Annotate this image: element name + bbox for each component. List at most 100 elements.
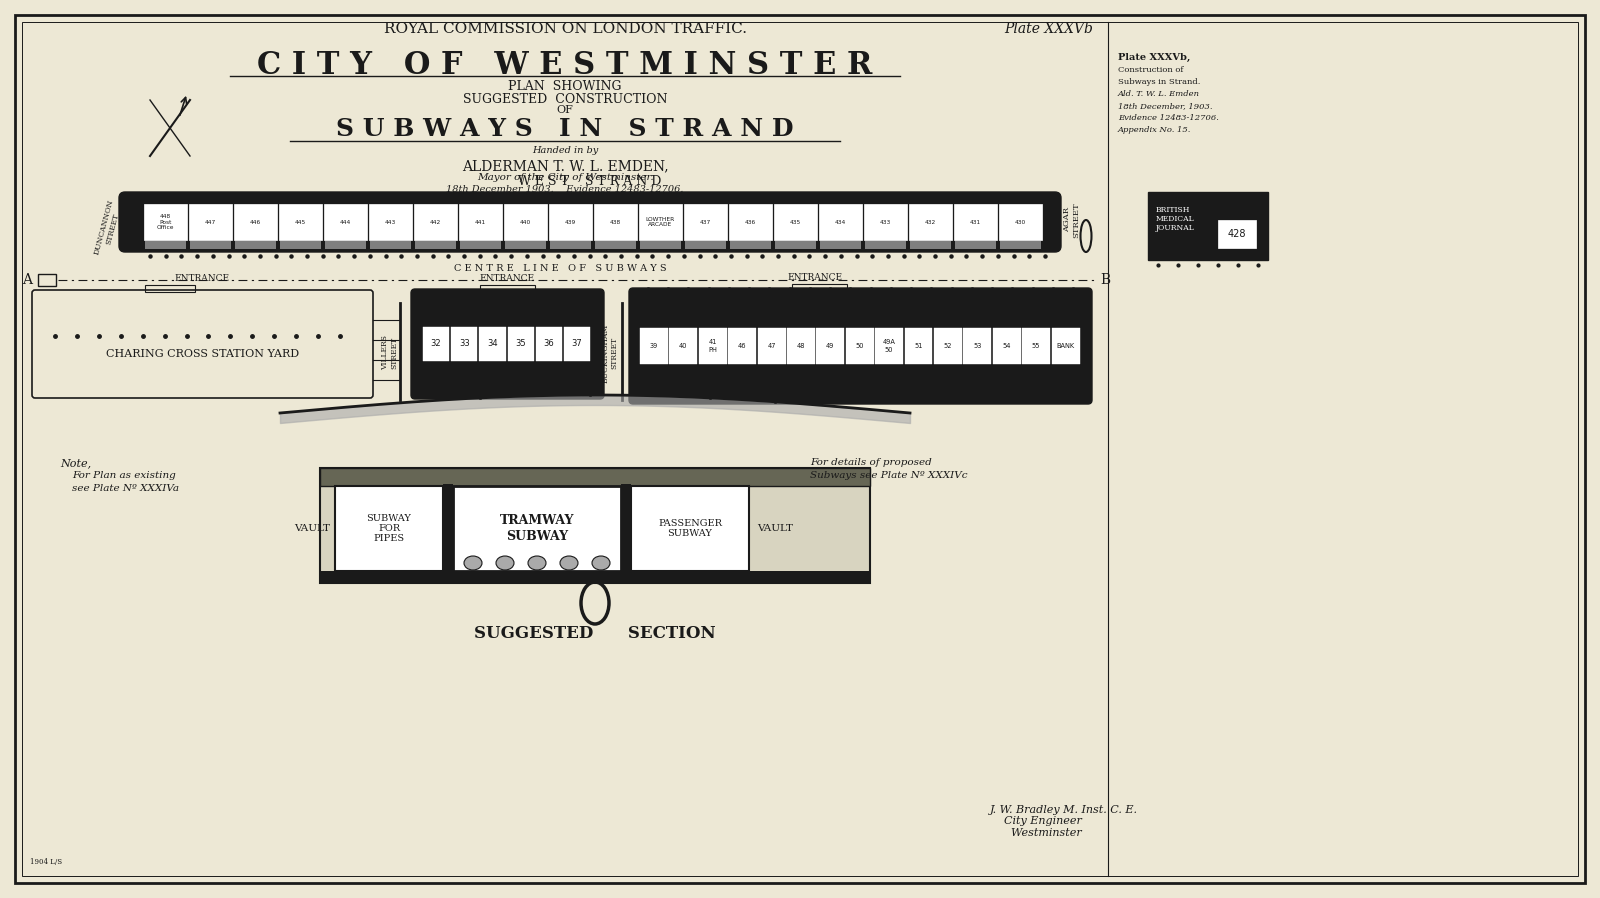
Bar	[480, 285, 534, 292]
Text: TRAMWAY
SUBWAY: TRAMWAY SUBWAY	[499, 515, 574, 542]
Text: 435: 435	[790, 219, 802, 224]
Bar	[320, 571, 870, 583]
Text: 443: 443	[386, 219, 397, 224]
FancyBboxPatch shape	[411, 289, 605, 399]
Text: 430: 430	[1014, 219, 1026, 224]
Bar	[730, 241, 771, 249]
Text: Handed in by: Handed in by	[531, 146, 598, 155]
Text: Plate XXXVb,: Plate XXXVb,	[1118, 53, 1190, 62]
FancyBboxPatch shape	[846, 328, 874, 364]
Bar	[792, 284, 848, 291]
Text: SUGGESTED  CONSTRUCTION: SUGGESTED CONSTRUCTION	[462, 93, 667, 106]
Text: 35: 35	[515, 339, 526, 348]
Text: 18th December 1903.    Evidence 12483-12706.: 18th December 1903. Evidence 12483-12706…	[446, 185, 683, 194]
FancyBboxPatch shape	[144, 204, 187, 240]
Text: Subways in Strand.: Subways in Strand.	[1118, 78, 1200, 86]
Text: ROYAL COMMISSION ON LONDON TRAFFIC.: ROYAL COMMISSION ON LONDON TRAFFIC.	[384, 22, 747, 36]
Bar	[325, 241, 366, 249]
Text: LOWTHER
ARCADE: LOWTHER ARCADE	[646, 216, 675, 227]
Text: 436: 436	[746, 219, 757, 224]
FancyBboxPatch shape	[536, 327, 562, 361]
FancyBboxPatch shape	[278, 204, 322, 240]
Text: Construction of: Construction of	[1118, 66, 1184, 74]
Text: PLAN  SHOWING: PLAN SHOWING	[509, 80, 622, 93]
Text: 18th December, 1903.: 18th December, 1903.	[1118, 102, 1213, 110]
Text: 441: 441	[475, 219, 486, 224]
FancyBboxPatch shape	[992, 328, 1021, 364]
Bar	[235, 241, 277, 249]
Text: 46: 46	[738, 343, 747, 349]
Text: VILLERS
STREET: VILLERS STREET	[381, 336, 398, 371]
FancyBboxPatch shape	[909, 204, 952, 240]
FancyBboxPatch shape	[414, 204, 458, 240]
Text: 49: 49	[826, 343, 835, 349]
Text: 444: 444	[339, 219, 350, 224]
Text: Subways see Plate Nº XXXIVc: Subways see Plate Nº XXXIVc	[810, 471, 968, 480]
Bar	[866, 241, 906, 249]
Text: DUNCANNON
STREET: DUNCANNON STREET	[93, 198, 123, 258]
Text: BRITISH
MEDICAL
JOURNAL: BRITISH MEDICAL JOURNAL	[1155, 206, 1195, 233]
Text: CHARING CROSS STATION YARD: CHARING CROSS STATION YARD	[106, 349, 299, 359]
Bar	[443, 484, 453, 573]
Text: 53: 53	[973, 343, 981, 349]
Text: 51: 51	[914, 343, 923, 349]
Text: 1904 L/S: 1904 L/S	[30, 858, 62, 866]
FancyBboxPatch shape	[904, 328, 933, 364]
Text: VAULT: VAULT	[757, 524, 794, 533]
Bar	[621, 484, 630, 573]
Ellipse shape	[464, 556, 482, 570]
FancyBboxPatch shape	[323, 204, 366, 240]
Bar	[1149, 192, 1267, 260]
FancyBboxPatch shape	[730, 204, 771, 240]
Text: 47: 47	[768, 343, 776, 349]
FancyBboxPatch shape	[594, 204, 637, 240]
Bar	[320, 468, 870, 583]
Text: 432: 432	[925, 219, 936, 224]
Text: 433: 433	[880, 219, 891, 224]
Text: 36: 36	[544, 339, 554, 348]
Text: For Plan as existing: For Plan as existing	[72, 471, 176, 480]
Text: OF: OF	[557, 105, 573, 115]
Text: 50: 50	[856, 343, 864, 349]
Text: 39: 39	[650, 343, 658, 349]
FancyBboxPatch shape	[422, 327, 450, 361]
FancyBboxPatch shape	[234, 204, 277, 240]
Bar	[146, 285, 195, 292]
Text: ENTRANCE: ENTRANCE	[787, 273, 843, 282]
Text: 32: 32	[430, 339, 442, 348]
Text: 434: 434	[835, 219, 846, 224]
Text: 34: 34	[486, 339, 498, 348]
FancyBboxPatch shape	[189, 204, 232, 240]
Text: SUGGESTED      SECTION: SUGGESTED SECTION	[474, 624, 715, 641]
Text: 40: 40	[678, 343, 688, 349]
FancyBboxPatch shape	[685, 204, 726, 240]
Bar	[453, 486, 621, 571]
FancyBboxPatch shape	[819, 204, 862, 240]
Text: PASSENGER
SUBWAY: PASSENGER SUBWAY	[658, 519, 722, 538]
Text: BANK: BANK	[1056, 343, 1075, 349]
Ellipse shape	[496, 556, 514, 570]
Text: Evidence 12483-12706.: Evidence 12483-12706.	[1118, 114, 1219, 122]
FancyBboxPatch shape	[787, 328, 814, 364]
FancyBboxPatch shape	[875, 328, 902, 364]
FancyBboxPatch shape	[629, 288, 1091, 404]
Text: Plate XXXVb: Plate XXXVb	[1005, 22, 1093, 36]
Bar	[595, 241, 637, 249]
Text: BUCKINGHAM
STREET: BUCKINGHAM STREET	[602, 323, 619, 383]
Text: S U B W A Y S   I N   S T R A N D: S U B W A Y S I N S T R A N D	[336, 117, 794, 141]
Bar	[320, 468, 870, 486]
Bar	[640, 241, 682, 249]
Text: 41
PH: 41 PH	[709, 339, 717, 353]
Text: Ald. T. W. L. Emden: Ald. T. W. L. Emden	[1118, 90, 1200, 98]
FancyBboxPatch shape	[864, 204, 907, 240]
FancyBboxPatch shape	[998, 204, 1042, 240]
Bar	[506, 241, 546, 249]
Text: ENTRANCE: ENTRANCE	[480, 274, 534, 283]
Bar	[1000, 241, 1042, 249]
FancyBboxPatch shape	[816, 328, 845, 364]
Bar	[550, 241, 590, 249]
Bar	[190, 241, 230, 249]
FancyBboxPatch shape	[963, 328, 992, 364]
Text: J. W. Bradley M. Inst. C. E.
    City Engineer
      Westminster: J. W. Bradley M. Inst. C. E. City Engine…	[990, 805, 1138, 838]
Bar	[630, 486, 749, 571]
